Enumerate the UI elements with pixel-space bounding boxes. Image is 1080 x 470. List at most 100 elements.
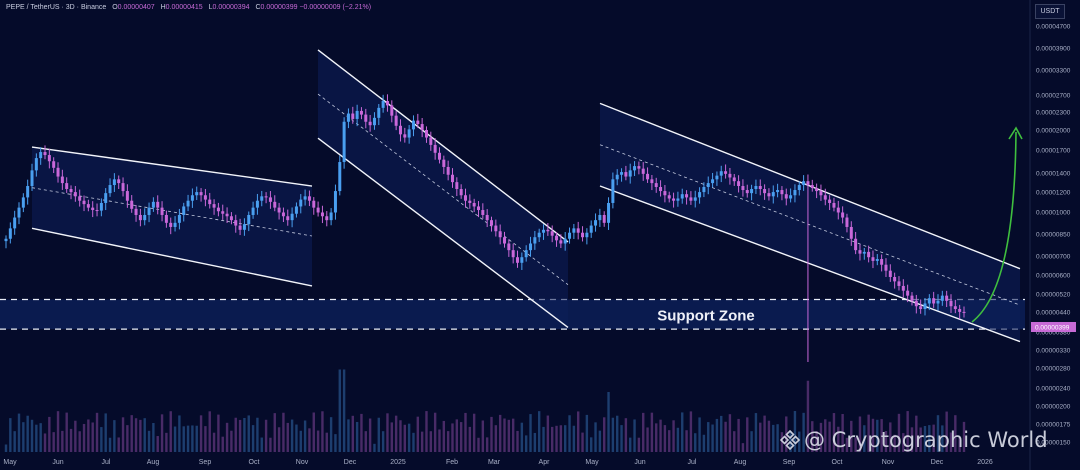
- candle-body: [620, 172, 624, 175]
- price-tick-label: 0.00001400: [1036, 171, 1071, 178]
- candle-body: [880, 259, 884, 265]
- candle-body: [329, 212, 333, 221]
- candle-body: [91, 207, 95, 211]
- candle-body: [745, 190, 749, 194]
- volume-bar: [568, 415, 571, 452]
- candle-body: [195, 192, 199, 196]
- candle-body: [728, 173, 732, 178]
- volume-bar: [668, 430, 671, 452]
- candle-body: [173, 222, 177, 227]
- candle-body: [524, 250, 528, 258]
- volume-bar: [746, 417, 749, 452]
- candle-body: [13, 217, 17, 229]
- candle-body: [689, 197, 693, 201]
- volume-bar: [893, 434, 896, 452]
- candle-body: [43, 152, 47, 156]
- candle-body: [143, 214, 147, 221]
- candle-body: [299, 199, 303, 207]
- price-tick-label: 0.00002000: [1036, 128, 1071, 135]
- candle-body: [511, 250, 515, 258]
- time-tick-label: Oct: [249, 459, 260, 466]
- candle-body: [429, 137, 433, 145]
- candle-body: [932, 298, 936, 304]
- candle-body: [572, 228, 576, 233]
- candle-body: [247, 214, 251, 225]
- candle-body: [446, 166, 450, 175]
- candle-body: [121, 183, 125, 192]
- candle-body: [351, 113, 355, 119]
- close-value: 0.00000399: [260, 4, 298, 11]
- candle-body: [836, 207, 840, 213]
- candle-body: [125, 191, 129, 201]
- candle-body: [268, 197, 272, 202]
- volume-bar: [516, 430, 519, 452]
- volume-bar: [902, 433, 905, 452]
- ohlc-legend: PEPE / TetherUS · 3D · Binance O0.000004…: [6, 4, 371, 11]
- volume-bar: [863, 425, 866, 452]
- volume-bar: [91, 422, 94, 452]
- volume-bar: [329, 417, 333, 452]
- volume-bar: [776, 424, 779, 452]
- candle-body: [906, 290, 910, 296]
- volume-bar: [733, 431, 736, 452]
- candle-body: [325, 216, 329, 221]
- volume-bar: [711, 424, 714, 452]
- candle-body: [221, 211, 225, 214]
- candle-body: [637, 166, 641, 169]
- candle-body: [750, 189, 754, 194]
- candle-body: [667, 195, 671, 199]
- volume-bar: [637, 437, 641, 452]
- candle-body: [841, 212, 845, 218]
- candle-body: [69, 189, 73, 193]
- volume-bar: [494, 425, 498, 452]
- candle-body: [346, 113, 350, 122]
- price-tick-label: 0.00004700: [1036, 24, 1071, 31]
- volume-bar: [529, 414, 532, 452]
- candle-body: [476, 206, 480, 211]
- candle-body: [316, 207, 320, 213]
- currency-button[interactable]: USDT: [1035, 4, 1065, 19]
- candle-body: [433, 144, 437, 153]
- volume-bar: [841, 414, 844, 452]
- volume-bar: [503, 418, 506, 452]
- candle-body: [715, 175, 719, 180]
- candle-body: [255, 200, 259, 208]
- volume-bar: [689, 411, 693, 452]
- volume-bar: [858, 416, 862, 452]
- candle-body: [520, 257, 524, 263]
- volume-bar: [390, 422, 394, 452]
- volume-bar: [299, 430, 302, 452]
- volume-bar: [212, 432, 216, 452]
- volume-bar: [234, 417, 237, 452]
- price-tick-label: 0.00002300: [1036, 110, 1071, 117]
- candle-body: [203, 195, 207, 200]
- volume-bar: [412, 432, 415, 452]
- price-tick-label: 0.00000700: [1036, 254, 1071, 261]
- volume-bar: [945, 411, 948, 452]
- channel-mid-line: [31, 187, 313, 237]
- time-tick-label: Apr: [539, 459, 551, 466]
- volume-bar: [230, 430, 233, 452]
- candle-body: [628, 170, 632, 177]
- candle-body: [594, 220, 598, 226]
- volume-bar: [433, 412, 437, 452]
- volume-bar: [802, 412, 805, 452]
- candle-body: [559, 240, 563, 244]
- channel-upper-line: [599, 102, 1021, 270]
- channel-lower-line: [599, 185, 1021, 343]
- candle-body: [494, 225, 498, 232]
- volume-bar: [204, 426, 207, 452]
- volume-bar: [854, 437, 857, 452]
- volume-bar: [520, 422, 524, 452]
- time-tick-label: Oct: [832, 459, 843, 466]
- candle-body: [342, 121, 346, 163]
- candle-body: [372, 117, 376, 126]
- candle-body: [450, 174, 454, 183]
- volume-bar: [308, 428, 311, 452]
- candle-body: [186, 200, 190, 207]
- channel-fill: [32, 147, 312, 286]
- volume-bar: [490, 416, 493, 452]
- price-tick-label: 0.00000200: [1036, 404, 1071, 411]
